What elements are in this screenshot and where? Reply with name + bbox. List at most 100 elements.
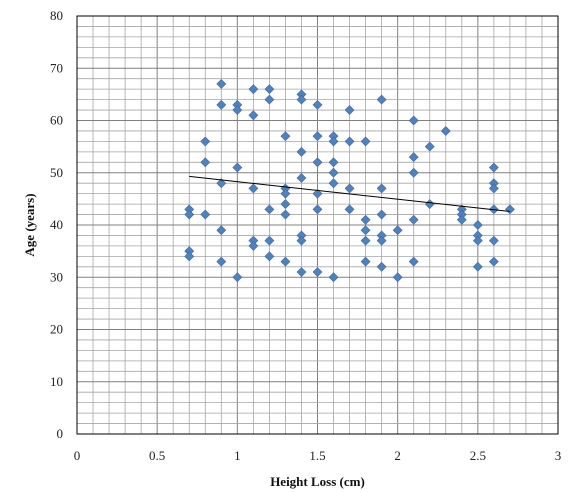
data-point bbox=[408, 167, 419, 178]
data-point bbox=[408, 256, 419, 267]
data-point bbox=[296, 94, 307, 105]
data-point bbox=[392, 272, 403, 283]
data-point bbox=[328, 178, 339, 189]
data-point bbox=[216, 79, 227, 89]
y-tick-label: 80 bbox=[50, 8, 63, 23]
data-point bbox=[200, 157, 211, 168]
data-point bbox=[216, 256, 227, 267]
data-point bbox=[296, 235, 307, 246]
data-point bbox=[328, 167, 339, 178]
x-tick-label: 2.5 bbox=[470, 448, 486, 463]
y-axis-tick-labels: 0 10 20 30 40 50 60 70 80 bbox=[50, 8, 63, 441]
data-point bbox=[200, 209, 211, 220]
plot-area-border bbox=[76, 15, 559, 435]
y-tick-label: 20 bbox=[50, 322, 63, 337]
x-tick-label: 0 bbox=[74, 448, 81, 463]
data-point bbox=[264, 84, 275, 95]
y-tick-label: 0 bbox=[57, 426, 64, 441]
data-point bbox=[344, 105, 355, 115]
data-point bbox=[296, 146, 307, 157]
data-point bbox=[472, 261, 483, 272]
y-tick-label: 40 bbox=[50, 217, 63, 232]
data-point bbox=[232, 162, 243, 173]
data-point bbox=[296, 173, 307, 183]
x-tick-label: 1 bbox=[234, 448, 241, 463]
data-point bbox=[344, 204, 355, 215]
data-point bbox=[488, 235, 499, 246]
y-tick-label: 30 bbox=[50, 269, 63, 284]
data-point bbox=[408, 115, 419, 126]
data-point bbox=[248, 84, 259, 95]
data-point bbox=[376, 209, 387, 220]
trendline bbox=[189, 175, 510, 212]
data-point bbox=[424, 141, 435, 152]
data-point bbox=[264, 204, 275, 215]
data-point bbox=[472, 220, 483, 230]
data-point bbox=[456, 214, 467, 225]
y-tick-label: 60 bbox=[50, 113, 63, 128]
data-point bbox=[344, 183, 355, 194]
data-points bbox=[184, 79, 515, 283]
data-point bbox=[328, 272, 339, 283]
data-point bbox=[280, 199, 291, 210]
data-point bbox=[184, 209, 195, 220]
data-point bbox=[200, 136, 211, 147]
trendline-group bbox=[189, 175, 510, 212]
data-point bbox=[280, 209, 291, 220]
data-point bbox=[376, 183, 387, 194]
data-point bbox=[312, 267, 323, 277]
data-point bbox=[424, 199, 435, 210]
data-point bbox=[264, 235, 275, 246]
data-point bbox=[360, 256, 371, 267]
data-point bbox=[264, 251, 275, 262]
data-point bbox=[504, 204, 515, 215]
data-point bbox=[216, 99, 227, 110]
data-point bbox=[376, 235, 387, 246]
x-axis-title: Height Loss (cm) bbox=[270, 474, 365, 489]
x-tick-label: 0.5 bbox=[149, 448, 165, 463]
data-point bbox=[488, 256, 499, 267]
data-point bbox=[392, 225, 403, 236]
x-tick-label: 3 bbox=[555, 448, 562, 463]
data-point bbox=[408, 152, 419, 162]
data-point bbox=[280, 188, 291, 199]
data-point bbox=[344, 136, 355, 147]
data-point bbox=[312, 131, 323, 142]
data-point bbox=[216, 178, 227, 189]
y-tick-label: 50 bbox=[50, 165, 63, 180]
data-point bbox=[312, 99, 323, 110]
y-tick-label: 70 bbox=[50, 60, 63, 75]
data-point bbox=[472, 235, 483, 246]
data-point bbox=[376, 261, 387, 272]
x-axis-tick-labels: 0 0.5 1 1.5 2 2.5 3 bbox=[74, 448, 562, 463]
data-point bbox=[280, 131, 291, 142]
gridlines bbox=[77, 16, 558, 434]
data-point bbox=[248, 183, 259, 194]
y-axis-title: Age (years) bbox=[22, 193, 37, 256]
data-point bbox=[328, 157, 339, 168]
data-point bbox=[360, 136, 371, 147]
data-point bbox=[408, 214, 419, 225]
data-point bbox=[312, 204, 323, 215]
data-point bbox=[328, 136, 339, 147]
data-point bbox=[280, 256, 291, 267]
data-point bbox=[312, 188, 323, 199]
data-point bbox=[216, 225, 227, 236]
data-point bbox=[312, 157, 323, 168]
y-tick-label: 10 bbox=[50, 374, 63, 389]
data-point bbox=[488, 183, 499, 194]
data-point bbox=[248, 240, 259, 251]
x-tick-label: 1.5 bbox=[309, 448, 325, 463]
data-point bbox=[184, 251, 195, 262]
data-point bbox=[232, 105, 243, 115]
data-point bbox=[360, 214, 371, 225]
data-point bbox=[360, 225, 371, 236]
data-point bbox=[264, 94, 275, 105]
data-point bbox=[248, 110, 259, 121]
x-tick-label: 2 bbox=[394, 448, 401, 463]
data-point bbox=[488, 162, 499, 173]
data-point bbox=[232, 272, 243, 283]
data-point bbox=[296, 267, 307, 277]
data-point bbox=[376, 94, 387, 105]
